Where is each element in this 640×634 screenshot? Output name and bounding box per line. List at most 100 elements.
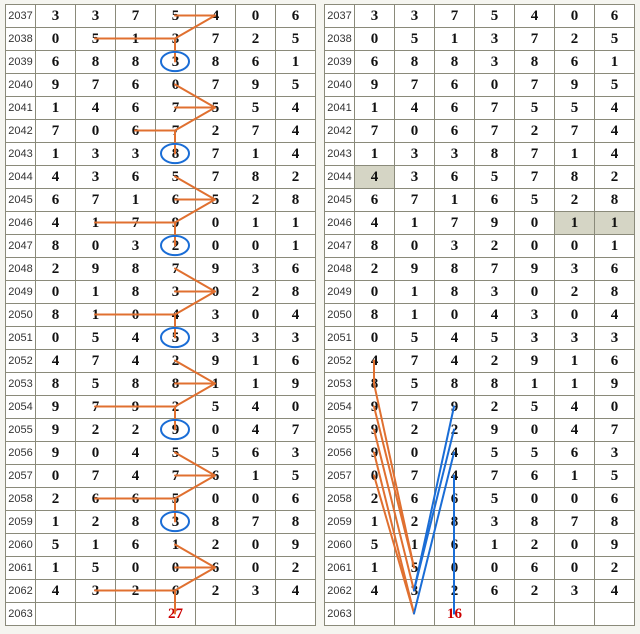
data-cell: 2 [475, 350, 515, 373]
data-cell: 8 [276, 511, 316, 534]
data-cell: 1 [76, 212, 116, 235]
data-cell: 3 [395, 580, 435, 603]
right-table: 2037337540620380513725203968838612040976… [324, 4, 635, 626]
data-cell: 3 [236, 258, 276, 281]
data-cell: 4 [196, 5, 236, 28]
data-cell: 6 [116, 74, 156, 97]
data-cell: 4 [595, 97, 635, 120]
data-cell: 6 [395, 488, 435, 511]
data-cell: 0 [116, 304, 156, 327]
data-cell: 5 [196, 442, 236, 465]
row-label: 2044 [325, 166, 355, 189]
data-cell: 8 [355, 373, 395, 396]
data-cell: 9 [475, 419, 515, 442]
data-cell: 6 [116, 488, 156, 511]
data-cell: 2 [395, 419, 435, 442]
data-cell: 6 [196, 465, 236, 488]
data-cell: 5 [475, 442, 515, 465]
data-cell: 5 [36, 534, 76, 557]
data-cell: 8 [475, 373, 515, 396]
data-cell: 7 [515, 166, 555, 189]
data-cell: 7 [36, 120, 76, 143]
data-cell: 1 [395, 212, 435, 235]
data-cell: 6 [595, 258, 635, 281]
data-cell: 8 [475, 143, 515, 166]
data-cell: 7 [76, 465, 116, 488]
data-cell: 5 [595, 74, 635, 97]
data-cell: 6 [156, 580, 196, 603]
row-label: 2038 [325, 28, 355, 51]
data-cell: 5 [196, 189, 236, 212]
data-cell: 7 [156, 120, 196, 143]
data-cell: 8 [116, 51, 156, 74]
row-label: 2058 [325, 488, 355, 511]
data-cell: 3 [475, 28, 515, 51]
data-cell: 2 [435, 580, 475, 603]
data-cell: 9 [116, 396, 156, 419]
data-cell: 8 [236, 166, 276, 189]
data-cell: 6 [116, 97, 156, 120]
data-cell: 4 [36, 350, 76, 373]
data-cell: 9 [355, 419, 395, 442]
data-cell: 0 [76, 442, 116, 465]
data-cell: 2 [595, 166, 635, 189]
data-cell: 0 [595, 396, 635, 419]
data-cell: 2 [196, 120, 236, 143]
data-cell: 8 [276, 281, 316, 304]
data-cell: 9 [395, 258, 435, 281]
data-cell: 7 [475, 97, 515, 120]
data-cell: 1 [595, 235, 635, 258]
row-label: 2063 [325, 603, 355, 626]
data-cell: 6 [435, 120, 475, 143]
data-cell: 7 [276, 419, 316, 442]
data-cell: 7 [595, 419, 635, 442]
data-cell: 8 [196, 51, 236, 74]
data-cell: 1 [276, 235, 316, 258]
data-cell: 2 [116, 419, 156, 442]
data-cell [515, 603, 555, 626]
data-cell: 7 [196, 28, 236, 51]
data-cell: 9 [475, 212, 515, 235]
data-cell: 8 [196, 511, 236, 534]
data-cell: 5 [76, 28, 116, 51]
data-cell: 4 [555, 419, 595, 442]
data-cell: 2 [355, 258, 395, 281]
row-label: 2060 [325, 534, 355, 557]
data-cell: 4 [435, 465, 475, 488]
data-cell: 4 [515, 5, 555, 28]
data-cell: 2 [76, 419, 116, 442]
data-cell: 5 [76, 327, 116, 350]
data-cell: 8 [395, 51, 435, 74]
data-cell: 9 [156, 419, 196, 442]
data-cell: 0 [435, 557, 475, 580]
data-cell: 0 [515, 212, 555, 235]
data-cell: 2 [236, 28, 276, 51]
data-cell: 2 [515, 120, 555, 143]
data-cell: 3 [395, 143, 435, 166]
data-cell: 0 [36, 465, 76, 488]
data-cell: 1 [435, 28, 475, 51]
data-cell: 0 [196, 235, 236, 258]
data-cell: 1 [555, 465, 595, 488]
data-cell: 3 [276, 327, 316, 350]
data-cell: 0 [236, 235, 276, 258]
data-cell: 3 [156, 28, 196, 51]
data-cell: 3 [435, 235, 475, 258]
data-cell: 3 [475, 51, 515, 74]
data-cell: 7 [395, 350, 435, 373]
data-cell: 3 [76, 166, 116, 189]
data-cell: 9 [355, 396, 395, 419]
data-cell: 8 [435, 511, 475, 534]
data-cell: 4 [276, 97, 316, 120]
data-cell: 7 [76, 189, 116, 212]
data-cell: 8 [116, 373, 156, 396]
data-cell: 0 [76, 120, 116, 143]
data-cell: 4 [236, 419, 276, 442]
data-cell: 1 [76, 304, 116, 327]
data-cell: 16 [435, 603, 475, 626]
data-cell: 1 [36, 97, 76, 120]
data-cell: 8 [435, 258, 475, 281]
data-cell: 0 [475, 74, 515, 97]
data-cell: 8 [76, 51, 116, 74]
data-cell: 5 [76, 373, 116, 396]
